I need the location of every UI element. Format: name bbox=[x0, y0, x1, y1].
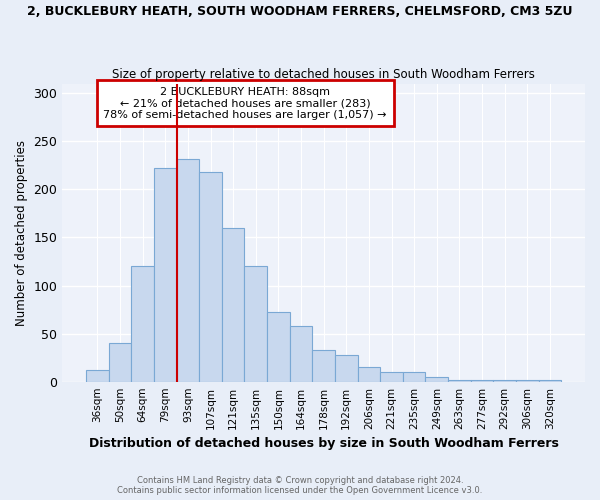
Bar bbox=[199, 172, 222, 382]
Bar bbox=[516, 380, 539, 382]
Bar bbox=[358, 368, 380, 382]
Bar bbox=[380, 372, 403, 382]
Bar bbox=[131, 266, 154, 382]
Bar bbox=[176, 158, 199, 382]
Bar bbox=[154, 168, 176, 382]
Bar bbox=[448, 380, 471, 382]
Bar bbox=[425, 377, 448, 382]
Y-axis label: Number of detached properties: Number of detached properties bbox=[15, 140, 28, 326]
Bar bbox=[403, 372, 425, 382]
Bar bbox=[290, 326, 313, 382]
Text: Contains HM Land Registry data © Crown copyright and database right 2024.
Contai: Contains HM Land Registry data © Crown c… bbox=[118, 476, 482, 495]
Text: 2 BUCKLEBURY HEATH: 88sqm
← 21% of detached houses are smaller (283)
78% of semi: 2 BUCKLEBURY HEATH: 88sqm ← 21% of detac… bbox=[103, 86, 387, 120]
Bar bbox=[539, 380, 561, 382]
Text: 2, BUCKLEBURY HEATH, SOUTH WOODHAM FERRERS, CHELMSFORD, CM3 5ZU: 2, BUCKLEBURY HEATH, SOUTH WOODHAM FERRE… bbox=[27, 5, 573, 18]
X-axis label: Distribution of detached houses by size in South Woodham Ferrers: Distribution of detached houses by size … bbox=[89, 437, 559, 450]
Bar bbox=[109, 343, 131, 382]
Bar bbox=[222, 228, 244, 382]
Title: Size of property relative to detached houses in South Woodham Ferrers: Size of property relative to detached ho… bbox=[112, 68, 535, 81]
Bar bbox=[86, 370, 109, 382]
Bar bbox=[313, 350, 335, 382]
Bar bbox=[471, 380, 493, 382]
Bar bbox=[335, 355, 358, 382]
Bar bbox=[493, 380, 516, 382]
Bar bbox=[267, 312, 290, 382]
Bar bbox=[244, 266, 267, 382]
